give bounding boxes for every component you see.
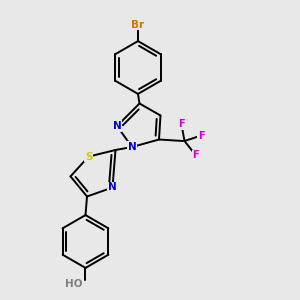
Text: S: S <box>85 152 92 162</box>
Text: HO: HO <box>65 279 82 290</box>
Text: F: F <box>193 150 199 161</box>
Text: F: F <box>198 130 204 141</box>
Text: N: N <box>128 142 136 152</box>
Text: N: N <box>112 121 122 131</box>
Text: N: N <box>108 182 117 193</box>
Text: F: F <box>178 119 185 130</box>
Text: Br: Br <box>131 20 145 30</box>
